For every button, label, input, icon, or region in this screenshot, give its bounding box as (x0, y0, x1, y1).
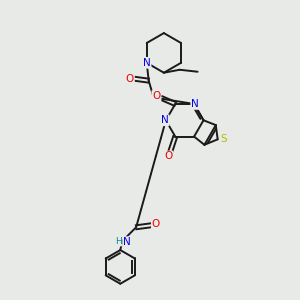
Text: N: N (143, 58, 151, 68)
Text: O: O (152, 219, 160, 229)
Text: O: O (126, 74, 134, 84)
Text: O: O (164, 152, 172, 161)
Text: N: N (123, 237, 131, 247)
Text: O: O (152, 91, 160, 101)
Text: N: N (191, 99, 199, 109)
Text: N: N (161, 115, 169, 125)
Text: S: S (220, 134, 227, 144)
Text: H: H (115, 237, 122, 246)
